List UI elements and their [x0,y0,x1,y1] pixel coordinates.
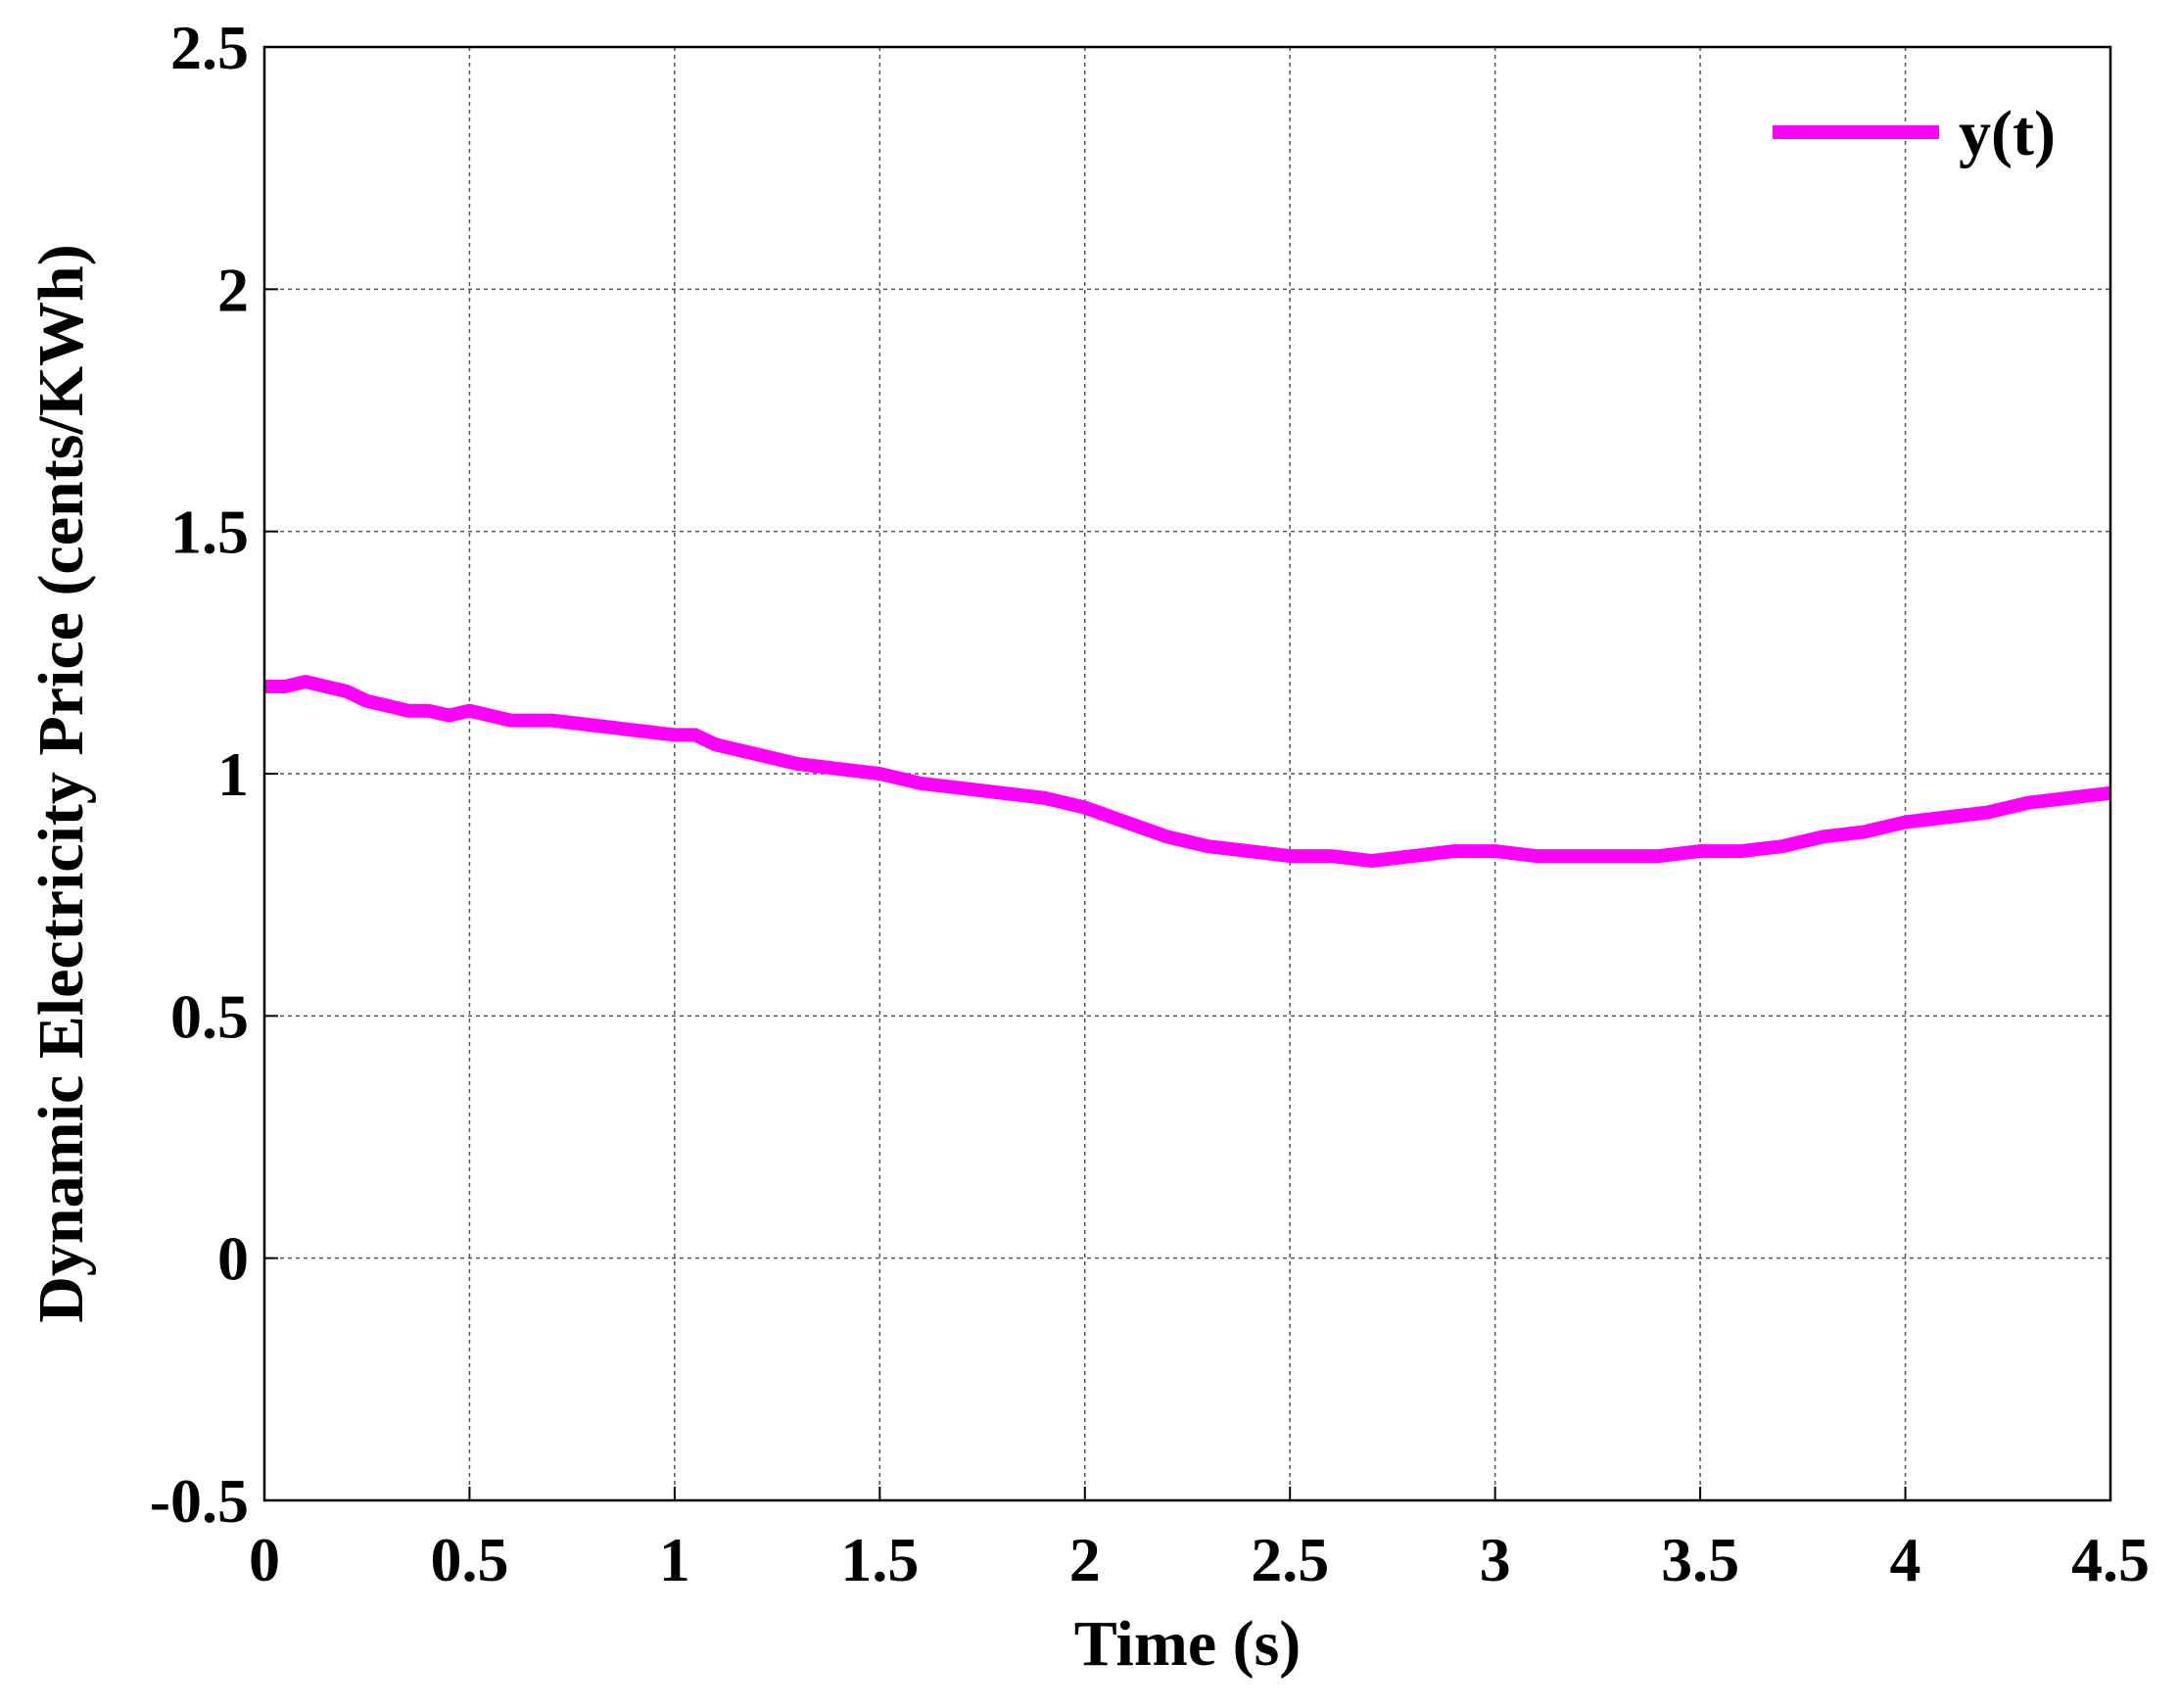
y-axis-label: Dynamic Electricity Price (cents/KWh) [25,244,97,1322]
x-tick-label-4: 4 [1890,1525,1921,1594]
legend-label-y-t: y(t) [1959,98,2056,169]
y-tick-label-2: 2 [217,255,249,324]
series-line-y-t [264,675,2111,868]
series-layer [264,675,2111,868]
x-tick-label-1: 1 [659,1525,690,1594]
y-tick-label-1: 1 [217,739,249,809]
x-tick-label-0: 0 [249,1525,280,1594]
legend: y(t) [1773,98,2056,169]
x-tick-label-4-5: 4.5 [2071,1525,2150,1594]
y-tick-label-1-5: 1.5 [170,498,249,567]
x-tick-label-2: 2 [1069,1525,1101,1594]
x-axis-label: Time (s) [1074,1608,1302,1680]
x-tick-label-2-5: 2.5 [1251,1525,1329,1594]
y-tick-label-0-5: 0.5 [170,981,249,1051]
y-tick-label--0-5: -0.5 [150,1466,249,1536]
x-tick-label-3-5: 3.5 [1661,1525,1739,1594]
x-axis-ticks: 0 0.5 1 1.5 2 2.5 3 3.5 4 4.5 [249,1487,2150,1594]
x-tick-label-1-5: 1.5 [840,1525,919,1594]
y-axis-ticks: -0.5 0 0.5 1 1.5 2 2.5 [150,13,278,1536]
y-tick-label-0: 0 [217,1224,249,1294]
grid [264,47,2110,1500]
x-tick-label-3: 3 [1480,1525,1511,1594]
y-tick-label-2-5: 2.5 [170,13,249,82]
x-tick-label-0-5: 0.5 [430,1525,508,1594]
